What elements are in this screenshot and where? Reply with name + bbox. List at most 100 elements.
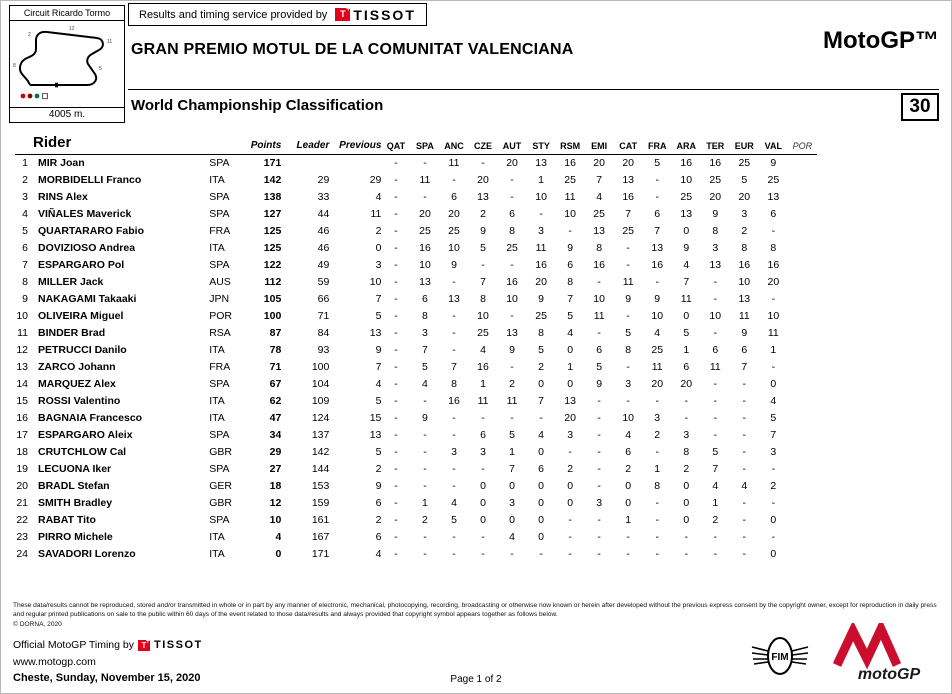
race-points-cell: - bbox=[626, 530, 630, 543]
race-points-cell: - bbox=[626, 241, 630, 254]
race-points-cell: 0 bbox=[567, 343, 574, 356]
previous-gap-cell: 6 bbox=[375, 496, 382, 509]
race-points-cell: 25 bbox=[738, 156, 751, 169]
race-points-cell: 4 bbox=[480, 343, 486, 356]
race-points-cell bbox=[788, 239, 817, 256]
rider-row: 24 SAVADORI Lorenzo ITA 0 171 4- - - - - - - - - - - - -0 bbox=[15, 545, 817, 562]
race-points-cell: - bbox=[713, 428, 718, 441]
race-points-cell: 10 bbox=[564, 207, 576, 220]
rider-row: 9 NAKAGAMI Takaaki JPN 105 66 7-6 13 8 10 9 7 10 9 9 1… bbox=[15, 290, 817, 307]
race-points-cell: 0 bbox=[683, 309, 690, 322]
race-points-cell: 5 bbox=[770, 411, 777, 424]
race-points-cell: 9 bbox=[422, 411, 428, 424]
championship-table: Rider Points Leader Previous QAT SPA ANC CZ… bbox=[15, 131, 817, 562]
race-points-cell: 0 bbox=[770, 377, 777, 390]
website-url: www.motogp.com bbox=[13, 656, 96, 668]
race-points-cell: 13 bbox=[564, 394, 576, 407]
tissot-plus-icon bbox=[335, 6, 351, 21]
race-points-cell: 0 bbox=[625, 479, 632, 492]
race-points-cell: 20 bbox=[506, 156, 518, 169]
race-points-cell: - bbox=[394, 411, 398, 424]
nation-cell: GBR bbox=[209, 445, 232, 458]
race-points-cell: - bbox=[742, 411, 747, 424]
nation-cell: SPA bbox=[209, 156, 230, 169]
nation-cell: SPA bbox=[209, 377, 230, 390]
race-points-cell: 11 bbox=[680, 292, 692, 305]
race-points-cell: 0 bbox=[538, 513, 544, 526]
race-points-cell: 1 bbox=[509, 445, 515, 458]
race-points-cell: - bbox=[742, 496, 747, 509]
previous-gap-cell: 0 bbox=[375, 241, 382, 254]
race-points-cell: 1 bbox=[654, 462, 661, 475]
fim-badge-icon: FIM bbox=[751, 637, 809, 675]
leader-gap-cell: 49 bbox=[317, 258, 330, 271]
race-points-cell: - bbox=[597, 547, 601, 560]
rider-row: 18 CRUTCHLOW Cal GBR 29 142 5- -3 3 1 0- -6-8 5-3 bbox=[15, 443, 817, 460]
race-points-cell: - bbox=[394, 190, 398, 203]
race-points-cell: 3 bbox=[422, 326, 428, 339]
race-col-ara: ARA bbox=[671, 131, 701, 155]
race-points-cell: - bbox=[394, 241, 398, 254]
race-points-cell: 0 bbox=[538, 496, 544, 509]
race-points-cell bbox=[788, 477, 817, 494]
race-points-cell: 16 bbox=[593, 258, 605, 271]
race-points-cell: - bbox=[423, 547, 427, 560]
race-points-cell: 2 bbox=[712, 513, 719, 526]
nation-cell: ITA bbox=[209, 343, 225, 356]
points-cell: 18 bbox=[269, 479, 282, 492]
race-points-cell: - bbox=[597, 530, 601, 543]
timing-by-line: Official MotoGP Timing by TISSOT bbox=[13, 638, 203, 652]
rider-row: 17 ESPARGARO Aleix SPA 34 137 13- - -6 5 4 3-4 2 3- -… bbox=[15, 426, 817, 443]
position-cell: 21 bbox=[16, 496, 29, 509]
race-points-cell: 0 bbox=[770, 547, 777, 560]
rider-row: 2 MORBIDELLI Franco ITA 142 29 29-11-20-1 25 7 1… bbox=[15, 171, 817, 188]
copyright-text: © DORNA, 2020 bbox=[13, 621, 62, 629]
position-cell: 16 bbox=[16, 411, 29, 424]
race-col-fra: FRA bbox=[642, 131, 672, 155]
rider-name-cell: VIÑALES Maverick bbox=[38, 207, 132, 220]
rider-name-cell: ZARCO Johann bbox=[38, 360, 116, 373]
race-points-cell: 5 bbox=[538, 343, 544, 356]
race-points-cell: 16 bbox=[709, 156, 722, 169]
points-cell: 78 bbox=[269, 343, 282, 356]
rider-name-cell: LECUONA Iker bbox=[38, 462, 112, 475]
nation-cell: AUS bbox=[209, 275, 231, 288]
race-points-cell: 3 bbox=[480, 445, 486, 458]
race-points-cell: 8 bbox=[741, 241, 748, 254]
race-col-cze: CZE bbox=[468, 131, 498, 155]
race-points-cell: 0 bbox=[567, 496, 574, 509]
race-points-cell: 3 bbox=[567, 428, 574, 441]
race-points-cell: 0 bbox=[480, 513, 486, 526]
svg-text:motoGP: motoGP bbox=[858, 666, 921, 683]
leader-gap-cell: 167 bbox=[311, 530, 330, 543]
race-points-cell: 6 bbox=[741, 343, 748, 356]
previous-gap-cell: 15 bbox=[369, 411, 382, 424]
race-points-cell: - bbox=[597, 462, 601, 475]
leader-gap-cell: 46 bbox=[317, 224, 330, 237]
race-points-cell: 4 bbox=[625, 428, 632, 441]
rider-row: 21 SMITH Bradley GBR 12 159 6-1 4 0 3 0 0 3 0-0 1- - bbox=[15, 494, 817, 511]
race-points-cell: 7 bbox=[596, 173, 603, 186]
race-points-cell: 13 bbox=[593, 224, 605, 237]
race-points-cell: 5 bbox=[741, 173, 748, 186]
circuit-name: Circuit Ricardo Tormo bbox=[10, 6, 124, 21]
race-points-cell bbox=[788, 324, 817, 341]
nation-cell: ITA bbox=[209, 547, 225, 560]
position-cell: 20 bbox=[16, 479, 29, 492]
circuit-track-icon: 11 12 2 8 5 bbox=[13, 26, 112, 100]
race-points-cell: - bbox=[742, 394, 747, 407]
leader-gap-cell: 144 bbox=[311, 462, 330, 475]
race-points-cell: - bbox=[394, 428, 398, 441]
race-points-cell: 0 bbox=[480, 496, 486, 509]
race-points-cell: 4 bbox=[712, 479, 719, 492]
points-cell: 62 bbox=[269, 394, 282, 407]
rider-row: 16 BAGNAIA Francesco ITA 47 124 15-9- - - -20-10… bbox=[15, 409, 817, 426]
race-points-cell: 1 bbox=[625, 513, 632, 526]
race-points-cell: - bbox=[655, 513, 659, 526]
race-points-cell: 20 bbox=[419, 207, 431, 220]
previous-gap-cell: 9 bbox=[375, 479, 382, 492]
race-points-cell: - bbox=[394, 275, 398, 288]
race-points-cell: - bbox=[597, 428, 601, 441]
race-points-cell: 0 bbox=[567, 479, 574, 492]
points-cell: 142 bbox=[263, 173, 282, 186]
